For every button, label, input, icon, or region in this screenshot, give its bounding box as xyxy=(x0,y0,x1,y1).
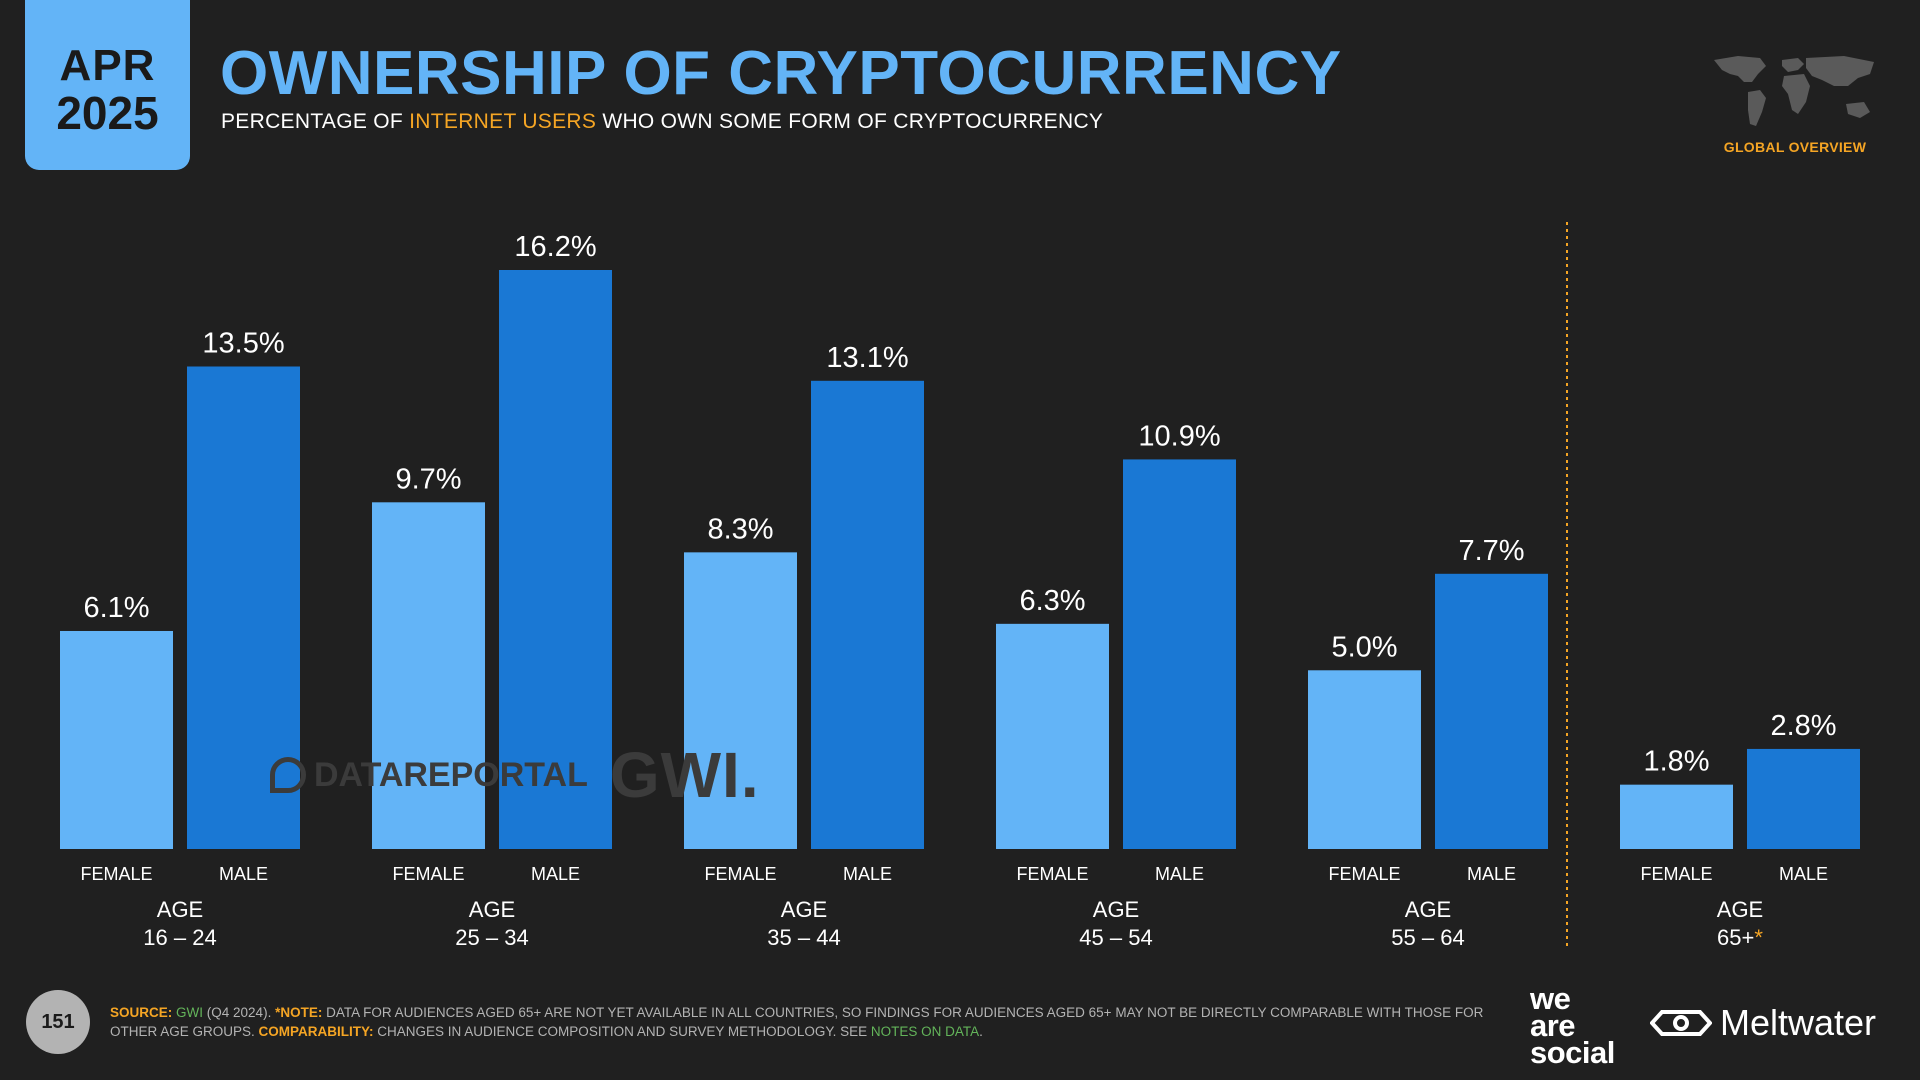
female-tick-label: FEMALE xyxy=(1328,864,1400,884)
age-label: AGE xyxy=(469,897,515,922)
note-label: *NOTE: xyxy=(275,1005,323,1020)
age-range-label: 35 – 44 xyxy=(767,925,840,950)
brand-are: are xyxy=(1530,1008,1576,1043)
age-range-label: 45 – 54 xyxy=(1079,925,1152,950)
date-badge: APR 2025 xyxy=(25,0,190,170)
male-tick-label: MALE xyxy=(1467,864,1516,884)
male-bar xyxy=(1123,459,1236,849)
datareportal-watermark: DATAREPORTAL xyxy=(270,756,588,795)
male-value-label: 13.1% xyxy=(826,342,908,374)
male-value-label: 7.7% xyxy=(1458,535,1524,567)
male-bar xyxy=(811,380,924,849)
female-tick-label: FEMALE xyxy=(1016,864,1088,884)
female-tick-label: FEMALE xyxy=(1640,864,1712,884)
male-value-label: 2.8% xyxy=(1770,710,1836,742)
female-value-label: 6.3% xyxy=(1019,585,1085,617)
age-label: AGE xyxy=(1717,897,1763,922)
watermark: DATAREPORTAL GWI. xyxy=(270,738,760,812)
meltwater-logo: Meltwater xyxy=(1650,1002,1876,1044)
notes-on-data-link[interactable]: NOTES ON DATA xyxy=(870,1024,980,1039)
brand-meltwater: Meltwater xyxy=(1720,1002,1877,1043)
meltwater-icon xyxy=(1650,1010,1712,1036)
male-value-label: 16.2% xyxy=(514,231,596,263)
female-bar xyxy=(372,502,485,849)
datareportal-logo-icon xyxy=(270,757,306,793)
age-range-label: 25 – 34 xyxy=(455,925,528,950)
subtitle-pre: PERCENTAGE OF xyxy=(221,110,410,133)
page-subtitle: PERCENTAGE OF INTERNET USERS WHO OWN SOM… xyxy=(221,110,1103,134)
brand-we: we xyxy=(1530,981,1571,1016)
female-value-label: 5.0% xyxy=(1331,631,1397,663)
female-tick-label: FEMALE xyxy=(704,864,776,884)
female-bar xyxy=(1308,670,1421,849)
female-bar xyxy=(1620,784,1733,849)
comparability-text: CHANGES IN AUDIENCE COMPOSITION AND SURV… xyxy=(373,1024,871,1039)
age-note-asterisk: * xyxy=(1754,925,1763,950)
brand-social: social xyxy=(1530,1035,1615,1070)
female-value-label: 9.7% xyxy=(395,463,461,495)
male-tick-label: MALE xyxy=(843,864,892,884)
date-month: APR xyxy=(59,40,156,90)
age-label: AGE xyxy=(781,897,827,922)
female-tick-label: FEMALE xyxy=(392,864,464,884)
female-value-label: 8.3% xyxy=(707,513,773,545)
male-value-label: 10.9% xyxy=(1138,420,1220,452)
age-range-label: 16 – 24 xyxy=(143,925,216,950)
comparability-label: COMPARABILITY: xyxy=(258,1024,374,1039)
gwi-watermark: GWI. xyxy=(609,739,760,811)
region-label: GLOBAL OVERVIEW xyxy=(1723,139,1867,155)
date-year: 2025 xyxy=(56,86,159,139)
datareportal-text: DATAREPORTAL xyxy=(314,755,588,794)
male-value-label: 13.5% xyxy=(202,328,284,360)
note-text: DATA FOR AUDIENCES AGED 65+ ARE NOT YET … xyxy=(110,1005,1484,1039)
age-range-label: 65+* xyxy=(1717,925,1763,950)
male-tick-label: MALE xyxy=(1155,864,1204,884)
male-bar xyxy=(499,270,612,849)
page-title: OWNERSHIP OF CRYPTOCURRENCY xyxy=(220,39,1342,108)
age-range-label: 55 – 64 xyxy=(1391,925,1464,950)
female-bar xyxy=(684,552,797,849)
we-are-social-logo: we are social xyxy=(1530,981,1615,1070)
age-label: AGE xyxy=(1405,897,1451,922)
male-bar xyxy=(1435,573,1548,849)
male-tick-label: MALE xyxy=(1779,864,1828,884)
male-tick-label: MALE xyxy=(531,864,580,884)
female-bar xyxy=(996,623,1109,849)
world-map-icon xyxy=(1714,56,1874,126)
source-period: (Q4 2024). xyxy=(203,1005,276,1020)
subtitle-post: WHO OWN SOME FORM OF CRYPTOCURRENCY xyxy=(596,110,1104,133)
male-bar xyxy=(1747,748,1860,849)
age-label: AGE xyxy=(1093,897,1139,922)
source-label: SOURCE: xyxy=(110,1005,173,1020)
female-value-label: 1.8% xyxy=(1643,746,1709,778)
male-tick-label: MALE xyxy=(219,864,268,884)
female-value-label: 6.1% xyxy=(83,592,149,624)
source-name: GWI xyxy=(176,1005,204,1020)
female-tick-label: FEMALE xyxy=(80,864,152,884)
age-label: AGE xyxy=(157,897,203,922)
page-number: 151 xyxy=(26,990,90,1054)
subtitle-highlight: INTERNET USERS xyxy=(409,110,597,133)
footnote: SOURCE: GWI (Q4 2024). *NOTE: DATA FOR A… xyxy=(110,1003,1490,1041)
notes-end: . xyxy=(979,1024,983,1039)
female-bar xyxy=(60,630,173,849)
